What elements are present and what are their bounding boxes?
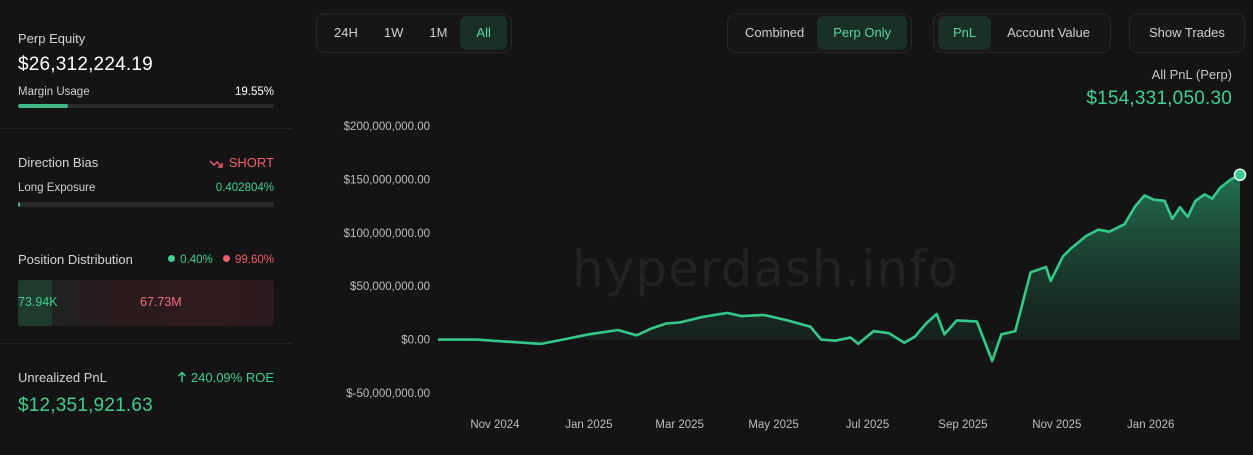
unrealized-pnl-card: Unrealized PnL 240.09% ROE $12,351,921.6…: [0, 370, 292, 417]
x-tick-label: Jul 2025: [846, 419, 889, 431]
long-exposure-value: 0.402804%: [215, 182, 274, 194]
pnl-button[interactable]: PnL: [938, 16, 992, 50]
long-exposure-bar-fill: [18, 202, 21, 207]
range-24h-button[interactable]: 24H: [334, 25, 358, 40]
margin-usage-bar: [18, 104, 274, 108]
pnl-line: [438, 173, 1241, 363]
long-exposure-bar: [18, 202, 274, 207]
time-range-selector: 24H 1W 1M All: [316, 13, 512, 53]
divider: [0, 128, 292, 129]
pnl-area: [438, 174, 1240, 361]
account-value-button[interactable]: Account Value: [1007, 25, 1091, 40]
x-tick-label: Jan 2025: [565, 419, 612, 431]
margin-usage-value: 19.55%: [234, 86, 274, 98]
perp-equity-label: Perp Equity: [18, 31, 86, 46]
direction-bias-card: Direction Bias SHORT Long Exposure 0.402…: [0, 155, 292, 207]
position-distribution-label: Position Distribution: [18, 252, 133, 267]
y-tick-label: $100,000,000.00: [344, 228, 430, 240]
short-percent: 99.60%: [234, 253, 274, 266]
range-1w-button[interactable]: 1W: [383, 25, 404, 40]
stats-sidebar: Perp Equity $26,312,224.19 Margin Usage …: [0, 0, 292, 455]
range-all-button[interactable]: All: [460, 16, 507, 50]
unrealized-pnl-value: $12,351,921.63: [18, 395, 153, 416]
metric-selector: PnL Account Value: [933, 13, 1112, 53]
x-tick-label: Nov 2025: [1032, 419, 1081, 431]
y-tick-label: $200,000,000.00: [344, 121, 430, 133]
x-tick-label: Mar 2025: [655, 419, 704, 431]
perp-equity-card: Perp Equity $26,312,224.19 Margin Usage …: [0, 31, 292, 108]
short-position-value: 67.73M: [140, 295, 182, 309]
latest-point-marker[interactable]: [1233, 168, 1247, 182]
combined-button[interactable]: Combined: [745, 25, 805, 40]
chart-header: All PnL (Perp) $154,331,050.30: [1086, 67, 1232, 110]
y-tick-label: $-50,000,000.00: [346, 388, 430, 400]
position-distribution-card: Position Distribution 0.40% 99.60% 73.94…: [0, 252, 292, 326]
direction-bias-value: SHORT: [228, 155, 274, 170]
x-tick-label: Sep 2025: [938, 419, 987, 431]
y-tick-label: $0.00: [401, 335, 430, 347]
show-trades-group: Show Trades: [1129, 13, 1245, 53]
x-tick-label: Jan 2026: [1127, 419, 1174, 431]
long-position-value: 73.94K: [18, 295, 58, 309]
short-dot-icon: [222, 255, 230, 263]
long-percent: 0.40%: [180, 253, 213, 266]
direction-bias-label: Direction Bias: [18, 155, 99, 170]
y-tick-label: $50,000,000.00: [350, 281, 430, 293]
range-1m-button[interactable]: 1M: [429, 25, 448, 40]
margin-usage-bar-fill: [18, 104, 69, 108]
mode-selector: Combined Perp Only: [727, 13, 913, 53]
margin-usage-label: Margin Usage: [18, 86, 90, 98]
long-segment: [18, 280, 52, 326]
roe-value: 240.09% ROE: [190, 370, 274, 385]
trend-down-icon: [209, 160, 223, 168]
y-tick-label: $150,000,000.00: [344, 174, 430, 186]
chart-title: All PnL (Perp): [1151, 67, 1232, 82]
unrealized-pnl-label: Unrealized PnL: [18, 370, 107, 385]
chart-total-value: $154,331,050.30: [1086, 88, 1232, 109]
perp-equity-value: $26,312,224.19: [18, 54, 153, 75]
arrow-up-icon: [177, 371, 186, 382]
perp-only-button[interactable]: Perp Only: [817, 16, 908, 50]
long-exposure-label: Long Exposure: [18, 182, 96, 194]
x-tick-label: Nov 2024: [470, 419, 520, 431]
show-trades-button[interactable]: Show Trades: [1149, 25, 1225, 40]
divider: [0, 343, 292, 344]
x-tick-label: May 2025: [748, 419, 799, 431]
position-distribution-bar: 73.94K 67.73M: [18, 280, 274, 326]
long-dot-icon: [168, 255, 176, 263]
watermark: hyperdash.info: [572, 240, 960, 298]
